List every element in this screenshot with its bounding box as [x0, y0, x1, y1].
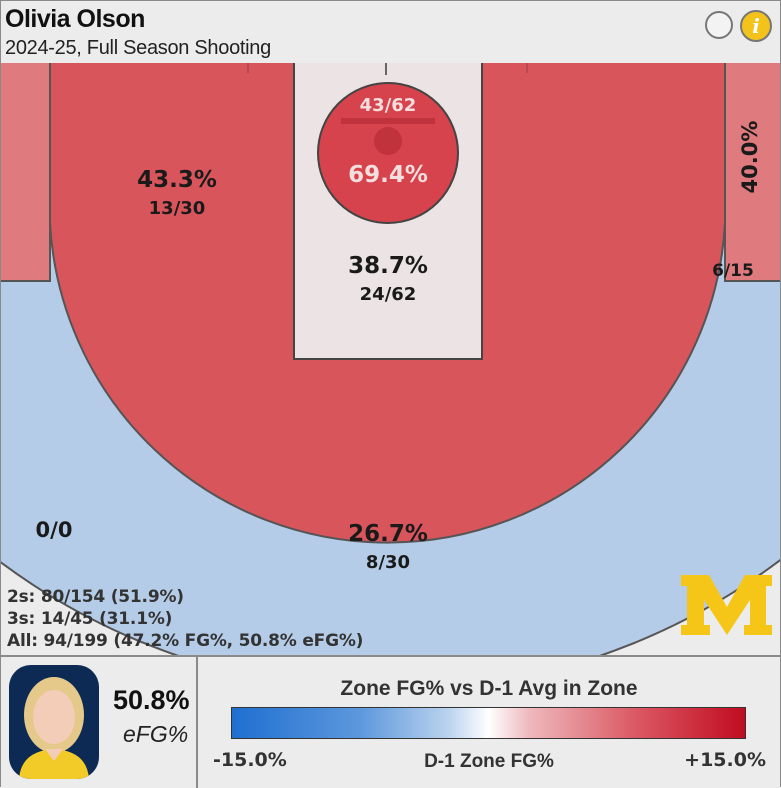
- zone-count-left-mid-range: 13/30: [149, 198, 206, 219]
- court-chart: 43.3% 13/30 43/62 69.4% 38.7% 24/62 40.0…: [1, 63, 780, 655]
- chart-footer: 50.8% eFG% Zone FG% vs D-1 Avg in Zone -…: [1, 655, 780, 788]
- efg-label: eFG%: [123, 721, 189, 747]
- zone-pct-above-break-3: 26.7%: [348, 521, 428, 547]
- chart-header: Olivia Olson 2024-25, Full Season Shooti…: [1, 1, 780, 63]
- zone-pct-rim: 69.4%: [348, 162, 428, 188]
- legend-max-label: +15.0%: [684, 749, 766, 771]
- chart-subtitle: 2024-25, Full Season Shooting: [5, 37, 271, 59]
- legend-colorbar: [231, 707, 746, 739]
- info-icon[interactable]: i: [740, 10, 772, 42]
- team-logo: [681, 575, 772, 635]
- zone-pct-right-corner-3: 40.0%: [738, 121, 762, 194]
- zone-count-paint: 24/62: [360, 284, 417, 305]
- player-headshot: [9, 665, 99, 779]
- zone-count-right-corner-3: 6/15: [712, 261, 754, 281]
- summary-twos: 2s: 80/154 (51.9%): [7, 587, 184, 607]
- hoop: [374, 127, 402, 155]
- toggle-circle-icon[interactable]: [705, 11, 733, 39]
- zone-pct-left-mid-range: 43.3%: [137, 167, 217, 193]
- summary-threes: 3s: 14/45 (31.1%): [7, 609, 173, 629]
- zone-count-deep-3: 0/0: [36, 518, 73, 542]
- zone-count-rim: 43/62: [360, 95, 417, 116]
- zone-right-corner-3: [724, 63, 780, 282]
- team-logo-m-icon: [681, 575, 772, 635]
- zone-left-corner-3: [1, 63, 51, 282]
- player-name: Olivia Olson: [5, 5, 145, 33]
- zone-pct-paint: 38.7%: [348, 253, 428, 279]
- summary-all: All: 94/199 (47.2% FG%, 50.8% eFG%): [7, 631, 364, 651]
- footer-divider: [196, 657, 198, 788]
- legend-min-label: -15.0%: [213, 749, 287, 771]
- backboard: [341, 118, 435, 124]
- efg-value: 50.8%: [113, 685, 190, 715]
- legend-title: Zone FG% vs D-1 Avg in Zone: [340, 677, 638, 700]
- legend-center-label: D-1 Zone FG%: [424, 751, 554, 772]
- zone-count-above-break-3: 8/30: [366, 552, 410, 573]
